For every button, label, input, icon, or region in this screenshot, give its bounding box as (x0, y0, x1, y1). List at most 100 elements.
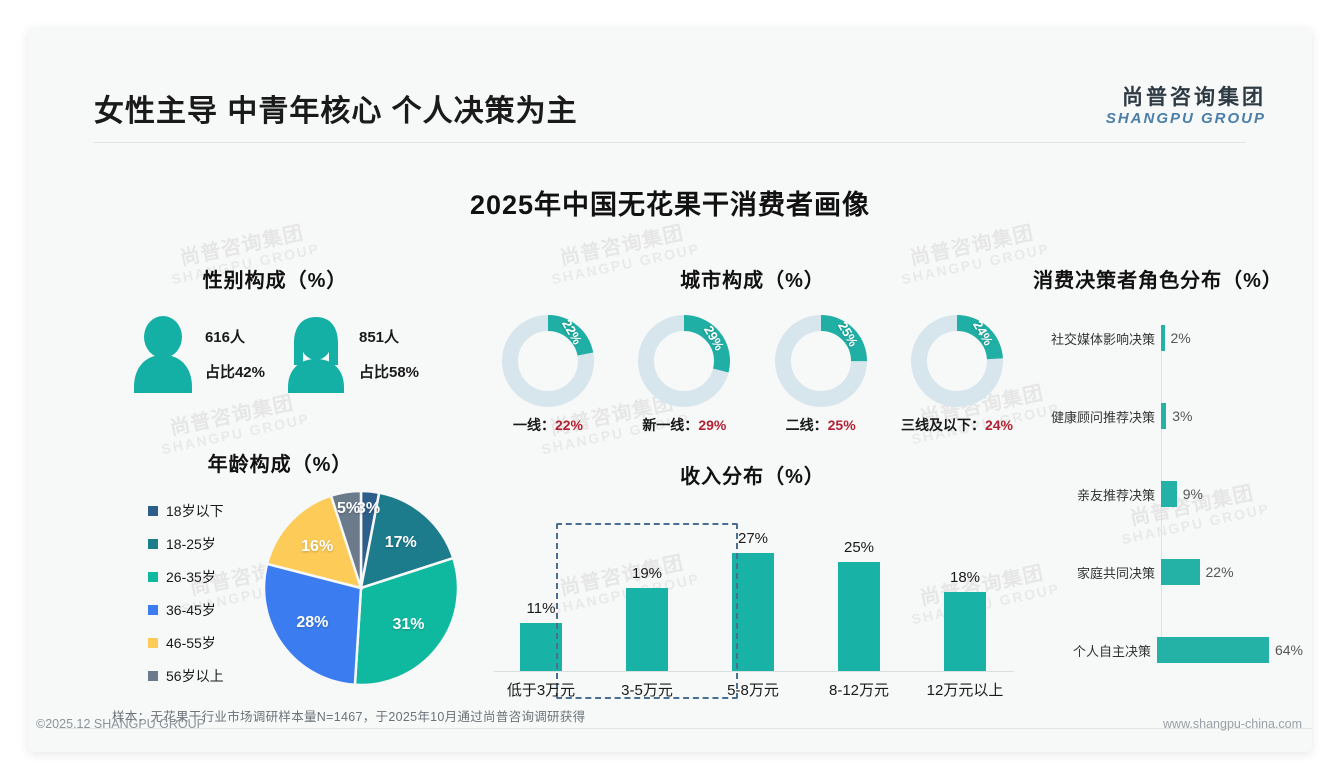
pie-slice-label: 3% (356, 499, 381, 517)
age-composition-panel: 年龄构成（%） 18岁以下 18-25岁 26-35岁 36-45岁 46-55岁 56岁… (80, 448, 480, 687)
donut-chart[interactable]: 22% (502, 315, 594, 407)
legend-label: 36-45岁 (166, 602, 216, 618)
income-bar-column: 19% (594, 509, 700, 709)
role-panel-title: 消费决策者角色分布（%） (1033, 270, 1283, 292)
donut-caption: 新一线：29% (642, 415, 726, 435)
role-bar[interactable] (1161, 559, 1200, 585)
city-panel-title: 城市构成（%） (680, 270, 825, 292)
income-category-label: 8-12万元 (828, 682, 890, 699)
income-bar[interactable] (732, 553, 774, 671)
header-divider (94, 142, 1246, 143)
age-panel-title: 年龄构成（%） (207, 454, 353, 476)
city-donut-item: 29% 新一线：29% (620, 315, 748, 435)
income-bar-value: 19% (631, 564, 663, 582)
role-row: 个人自主决策 64% (1013, 635, 1303, 665)
legend-swatch (148, 506, 158, 516)
page-title: 2025年中国无花果干消费者画像 (469, 190, 871, 220)
role-bar-wrap: 22% (1161, 559, 1234, 585)
donut-caption-value: 22% (554, 417, 584, 433)
city-donut-set: 22% 一线：22% 29% 新一线：29% 25% 二线：25% 24% 三线及以下：24% (480, 315, 1025, 435)
pie-slice[interactable] (353, 556, 460, 687)
slide-header: 女性主导 中青年核心 个人决策为主 尚普咨询集团 SHANGPU GROUP (28, 28, 1312, 128)
donut-caption: 一线：22% (513, 415, 583, 435)
website-link[interactable]: www.shangpu-china.com (1163, 717, 1302, 731)
age-legend-item: 18-25岁 (148, 534, 224, 554)
decision-role-bars: 社交媒体影响决策 2% 健康顾问推荐决策 3% 亲友推荐决策 9% 家庭共同决策 22% 个人自… (1013, 323, 1303, 663)
legend-swatch (148, 671, 158, 681)
income-category-label: 12万元以上 (926, 682, 1004, 699)
income-highlight-box (556, 523, 738, 699)
legend-label: 56岁以上 (166, 668, 224, 684)
pie-slice[interactable] (262, 562, 363, 687)
income-bar-column: 18% (912, 509, 1018, 709)
donut-hole (933, 338, 980, 384)
donut-caption: 二线：25% (786, 415, 856, 435)
pie-slice[interactable] (329, 489, 363, 589)
role-label: 社交媒体影响决策 (1050, 331, 1155, 347)
city-donut-item: 24% 三线及以下：24% (893, 315, 1021, 435)
income-bar[interactable] (944, 592, 986, 671)
donut-svg (774, 315, 867, 407)
footer-divider (56, 728, 1312, 729)
legend-label: 46-55岁 (166, 635, 216, 651)
role-label: 健康顾问推荐决策 (1050, 409, 1155, 425)
role-bar-wrap: 2% (1161, 325, 1191, 351)
role-bar[interactable] (1161, 481, 1177, 507)
city-composition-panel: 城市构成（%） 22% 一线：22% 29% 新一线：29% 25% 二线：25% 24% 三… (480, 264, 1025, 435)
donut-value-arc (910, 315, 1003, 407)
age-legend-item: 18岁以下 (148, 501, 224, 521)
donut-svg (638, 315, 731, 407)
role-value-label: 3% (1172, 408, 1193, 424)
donut-chart[interactable]: 24% (910, 315, 1003, 407)
sample-note: 样本：无花果干行业市场调研样本量N=1467，于2025年10月通过尚普咨询调研… (112, 710, 586, 724)
donut-caption-label: 二线： (785, 417, 828, 433)
income-bar[interactable] (520, 622, 562, 671)
donut-chart[interactable]: 25% (774, 315, 867, 407)
pie-slice[interactable] (359, 491, 455, 590)
gender-composition-panel: 性别构成（%） 616人 占比42% 851人 (90, 264, 460, 393)
donut-svg (910, 315, 1003, 407)
male-avatar-icon (133, 316, 192, 393)
donut-caption-value: 24% (984, 417, 1013, 433)
pie-slice-label: 31% (392, 615, 425, 633)
role-bar-wrap: 64% (1156, 637, 1303, 663)
copyright-text: ©2025.12 SHANGPU GROUP (36, 717, 205, 731)
income-category-label: 5-8万元 (727, 682, 779, 699)
income-bar-column: 25% (806, 509, 912, 709)
role-bar[interactable] (1161, 403, 1167, 429)
legend-label: 26-35岁 (166, 569, 216, 585)
income-bar-value: 11% (526, 599, 556, 617)
age-legend: 18岁以下 18-25岁 26-35岁 36-45岁 46-55岁 56岁以上 (148, 501, 224, 686)
gender-panel-title: 性别构成（%） (202, 270, 348, 292)
legend-swatch (148, 572, 158, 582)
donut-caption-value: 29% (698, 417, 727, 433)
gender-item-female: 851人 占比58% (283, 315, 419, 393)
donut-hole (797, 338, 844, 384)
income-bar-column: 27% (700, 509, 806, 709)
gender-female-share: 占比58% (359, 364, 420, 381)
income-panel-title: 收入分布（%） (680, 466, 825, 488)
age-legend-item: 26-35岁 (148, 567, 224, 587)
role-bar[interactable] (1161, 325, 1165, 351)
pie-slice-label: 16% (301, 537, 334, 555)
donut-caption-label: 三线及以下： (900, 417, 985, 433)
pie-slice-label: 5% (336, 500, 361, 518)
role-row: 家庭共同决策 22% (1013, 557, 1303, 587)
donut-svg (502, 315, 594, 407)
income-bar[interactable] (838, 561, 880, 671)
legend-label: 18岁以下 (166, 503, 224, 519)
donut-chart[interactable]: 29% (638, 315, 731, 407)
age-pie-chart: 3% 17% 31% 28% 16% 5% (262, 489, 460, 687)
role-bar[interactable] (1156, 637, 1269, 663)
donut-value-arc (502, 315, 594, 407)
income-bar[interactable] (626, 587, 668, 671)
gender-male-count: 616人 (204, 329, 245, 346)
gender-male-share: 占比42% (204, 364, 265, 381)
donut-hole (525, 338, 571, 384)
female-avatar-icon (288, 317, 344, 393)
role-row: 健康顾问推荐决策 3% (1013, 401, 1303, 431)
decision-role-panel: 消费决策者角色分布（%） 社交媒体影响决策 2% 健康顾问推荐决策 3% 亲友推荐决策 9… (1013, 264, 1303, 663)
role-value-label: 64% (1274, 642, 1303, 658)
age-legend-item: 56岁以上 (148, 666, 224, 686)
role-row: 亲友推荐决策 9% (1013, 479, 1303, 509)
